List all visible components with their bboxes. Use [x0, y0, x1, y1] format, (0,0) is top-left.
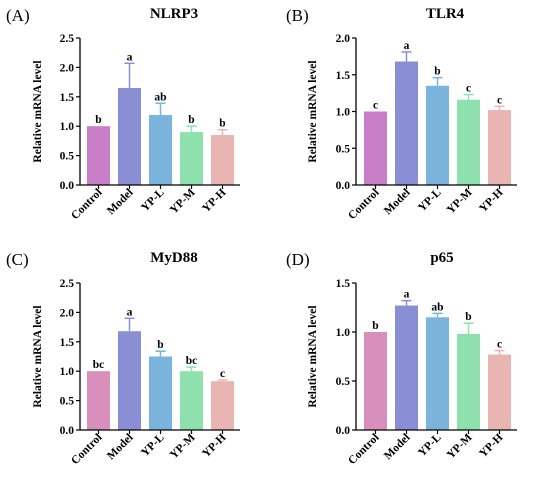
x-tick-label: YP-H — [200, 187, 228, 215]
chart-title: p65 — [430, 250, 453, 266]
y-tick-label: 0.0 — [60, 425, 75, 437]
chart-panel-p65: (D) p65 Relative mRNA level b Control a Model a… — [286, 250, 517, 467]
y-tick-label: 0.5 — [60, 151, 75, 163]
x-tick-label: YP-M — [168, 432, 198, 462]
y-tick-label: 2.0 — [60, 62, 75, 74]
bar-yp-l — [426, 317, 449, 430]
significance-label: b — [465, 311, 471, 323]
significance-label: b — [157, 339, 163, 351]
x-tick-label: YP-L — [416, 186, 444, 214]
chart-panel-tlr4: (B) TLR4 Relative mRNA level c Control a Model… — [286, 6, 517, 222]
y-tick-label: 2.5 — [60, 33, 75, 45]
chart-title: TLR4 — [426, 6, 465, 22]
significance-label: c — [466, 83, 471, 95]
x-tick-label: YP-H — [477, 432, 505, 460]
y-tick-label: 2.0 — [60, 307, 75, 319]
significance-label: bc — [186, 355, 198, 367]
significance-label: b — [188, 114, 194, 126]
bar-control — [87, 371, 110, 430]
panel-letter: (D) — [286, 250, 310, 269]
significance-label: c — [373, 100, 378, 112]
significance-label: a — [404, 40, 410, 52]
y-tick-label: 2.0 — [336, 33, 351, 45]
bar-yp-h — [488, 110, 511, 185]
x-tick-label: Control — [346, 432, 381, 467]
significance-label: a — [127, 306, 133, 318]
y-axis-label: Relative mRNA level — [32, 305, 44, 407]
x-tick-label: Model — [382, 432, 413, 463]
bar-yp-l — [149, 356, 172, 430]
y-axis-label: Relative mRNA level — [307, 305, 319, 407]
panel-letter: (C) — [6, 250, 29, 269]
bar-control — [364, 332, 387, 430]
bar-yp-m — [180, 371, 203, 430]
bar-model — [118, 331, 141, 430]
significance-label: c — [497, 339, 502, 351]
bar-yp-h — [211, 381, 234, 430]
y-tick-label: 2.5 — [60, 278, 75, 290]
x-tick-label: YP-H — [200, 432, 228, 460]
x-tick-label: YP-M — [445, 432, 475, 462]
bar-yp-l — [426, 85, 449, 185]
significance-label: b — [219, 118, 225, 130]
bar-model — [395, 61, 418, 185]
significance-label: ab — [431, 301, 443, 313]
significance-label: ab — [154, 91, 166, 103]
bar-control — [87, 126, 110, 185]
y-tick-label: 1.5 — [336, 278, 351, 290]
significance-label: c — [497, 94, 502, 106]
y-tick-label: 1.5 — [60, 337, 75, 349]
chart-panel-nlrp3: (A) NLRP3 Relative mRNA level b Control a Mode… — [6, 6, 240, 222]
chart-title: MyD88 — [150, 250, 198, 266]
bar-yp-m — [457, 333, 480, 430]
significance-label: bc — [93, 359, 105, 371]
x-tick-label: YP-L — [139, 431, 167, 459]
bar-yp-m — [180, 132, 203, 185]
bar-yp-h — [488, 354, 511, 430]
y-tick-label: 0.0 — [60, 180, 75, 192]
bar-control — [364, 111, 387, 185]
x-tick-label: YP-M — [168, 187, 198, 217]
chart-title: NLRP3 — [150, 6, 198, 22]
significance-label: b — [372, 320, 378, 332]
significance-label: b — [434, 66, 440, 78]
x-tick-label: Control — [69, 187, 104, 222]
y-tick-label: 1.5 — [60, 92, 75, 104]
y-axis-label: Relative mRNA level — [32, 60, 44, 162]
significance-label: a — [127, 51, 133, 63]
bar-yp-h — [211, 135, 234, 185]
x-tick-label: YP-L — [139, 186, 167, 214]
y-tick-label: 1.0 — [336, 107, 351, 119]
x-tick-label: YP-H — [477, 187, 505, 215]
bar-model — [118, 87, 141, 185]
x-tick-label: Control — [69, 432, 104, 467]
x-tick-label: Model — [382, 187, 413, 218]
y-tick-label: 0.5 — [336, 376, 351, 388]
y-tick-label: 1.5 — [336, 70, 351, 82]
y-tick-label: 0.0 — [336, 180, 351, 192]
x-tick-label: Model — [105, 432, 136, 463]
y-tick-label: 1.0 — [336, 327, 351, 339]
bar-yp-l — [149, 115, 172, 185]
significance-label: b — [95, 114, 101, 126]
y-tick-label: 0.5 — [60, 396, 75, 408]
y-tick-label: 0.5 — [336, 143, 351, 155]
significance-label: a — [404, 289, 410, 301]
y-tick-label: 0.0 — [336, 425, 351, 437]
y-tick-label: 1.0 — [60, 121, 75, 133]
x-tick-label: Control — [346, 187, 381, 222]
panel-letter: (B) — [286, 6, 309, 25]
x-tick-label: Model — [105, 187, 136, 218]
panel-letter: (A) — [6, 6, 30, 25]
bar-yp-m — [457, 99, 480, 185]
significance-label: c — [220, 368, 225, 380]
x-tick-label: YP-L — [416, 431, 444, 459]
bar-model — [395, 305, 418, 430]
x-tick-label: YP-M — [445, 187, 475, 217]
y-tick-label: 1.0 — [60, 366, 75, 378]
y-axis-label: Relative mRNA level — [307, 60, 319, 162]
